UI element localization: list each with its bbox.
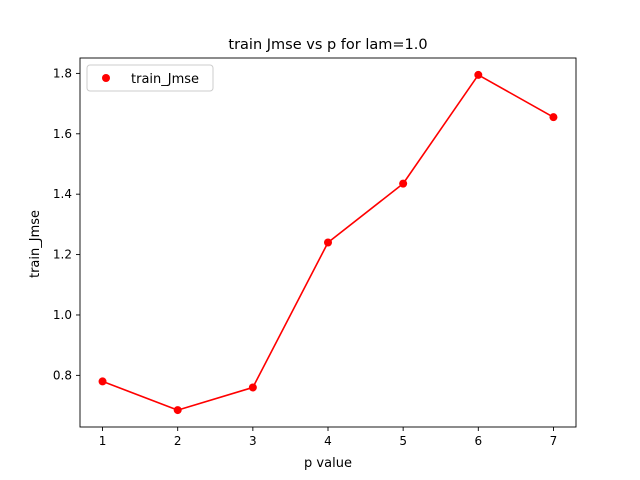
x-tick-label: 6 [474, 434, 482, 448]
y-tick-label: 0.8 [53, 368, 72, 382]
y-tick-label: 1.2 [53, 248, 72, 262]
legend-box [86, 64, 214, 92]
plot-area: 1 2 3 4 5 6 7 0.8 1.0 1.2 1.4 1.6 1.8 train_Jmse [53, 57, 577, 448]
x-tick-label: 7 [550, 434, 558, 448]
data-point-4 [324, 238, 332, 247]
x-tick-label: 1 [99, 434, 107, 448]
x-tick-label: 3 [249, 434, 257, 448]
y-tick-label: 1.8 [53, 66, 72, 80]
data-point-1 [98, 377, 107, 386]
data-point-2 [173, 406, 182, 415]
data-point-6 [474, 70, 483, 79]
y-axis-label: train_Jmse [28, 210, 43, 278]
chart-title: train Jmse vs p for lam=1.0 [228, 37, 427, 53]
legend-marker [102, 74, 110, 82]
data-point-5 [399, 179, 408, 188]
legend: train_Jmse [86, 64, 214, 92]
y-tick-label: 1.0 [53, 308, 72, 322]
data-point-3 [248, 383, 257, 392]
x-axis-label: p value [304, 456, 352, 471]
y-tick-label: 1.4 [53, 187, 72, 201]
x-tick-label: 4 [324, 434, 332, 448]
data-point-7 [549, 113, 558, 122]
legend-label: train_Jmse [131, 72, 199, 87]
x-tick-label: 2 [174, 434, 182, 448]
y-tick-label: 1.6 [53, 127, 72, 141]
x-tick-label: 5 [399, 434, 407, 448]
